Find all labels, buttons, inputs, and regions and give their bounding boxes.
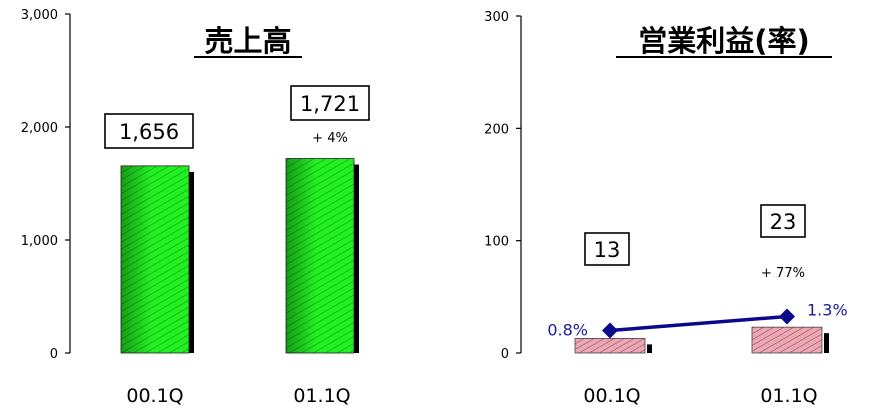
sales-value-labels: 1,656 1,721 + 4% xyxy=(104,85,370,149)
profit-y-tick-label: 100 xyxy=(484,235,509,250)
profit-bar xyxy=(574,337,646,354)
profit-value-label: 13 xyxy=(594,238,621,262)
profit-bars xyxy=(574,326,829,354)
sales-y-tick-label: 3,000 xyxy=(21,8,58,23)
profit-y-tick-label: 300 xyxy=(484,10,509,25)
sales-growth-label: + 4% xyxy=(312,131,348,146)
sales-y-ticks: 0 1,000 2,000 3,000 xyxy=(21,8,70,362)
profit-y-tick-label: 0 xyxy=(501,347,509,362)
profit-bar-shadow xyxy=(824,333,829,353)
sales-bars xyxy=(120,158,359,354)
profit-y-ticks: 0 100 200 300 xyxy=(484,10,521,362)
profit-bar-shadow xyxy=(647,344,652,353)
sales-bar-shadow xyxy=(189,171,194,353)
profit-rate-label: 0.8% xyxy=(547,321,588,340)
profit-growth-label: + 77% xyxy=(761,266,805,281)
profit-rate-marker xyxy=(779,308,795,325)
sales-bar-shadow xyxy=(354,164,359,353)
sales-bar-shade xyxy=(286,158,354,353)
sales-value-box xyxy=(290,85,370,121)
sales-y-tick-label: 1,000 xyxy=(21,234,58,249)
profit-value-box xyxy=(584,232,630,266)
sales-value-label: 1,656 xyxy=(119,120,179,144)
sales-category-2: 01.1Q xyxy=(293,385,350,407)
profit-chart-title: 営業利益(率) xyxy=(638,24,810,58)
profit-rate-label: 1.3% xyxy=(807,300,848,319)
sales-category-1: 00.1Q xyxy=(126,385,183,407)
sales-y-tick-label: 2,000 xyxy=(21,121,58,136)
operating-profit-panel: 0 100 200 300 13 23 + 77% 0.8% 1.3% 営業利益(率) 00… xyxy=(484,10,847,407)
profit-rate-segment xyxy=(609,314,788,333)
profit-rate-marker xyxy=(602,322,618,339)
sales-bar-shade xyxy=(121,165,189,353)
sales-value-box xyxy=(104,113,194,149)
sales-chart-title: 売上高 xyxy=(204,24,291,58)
sales-value-label: 1,721 xyxy=(300,92,360,116)
profit-bar xyxy=(751,326,823,354)
profit-y-tick-label: 200 xyxy=(484,122,509,137)
sales-y-tick-label: 0 xyxy=(50,347,58,362)
profit-value-labels: 13 23 + 77% xyxy=(584,204,806,281)
profit-value-box xyxy=(760,204,806,238)
profit-category-2: 01.1Q xyxy=(760,385,817,407)
profit-category-1: 00.1Q xyxy=(583,385,640,407)
profit-value-label: 23 xyxy=(770,210,797,234)
profit-rate-line: 0.8% 1.3% xyxy=(547,300,847,339)
sales-panel: 0 1,000 2,000 3,000 1,656 1,721 + 4% 売上高 00.1… xyxy=(21,8,370,407)
